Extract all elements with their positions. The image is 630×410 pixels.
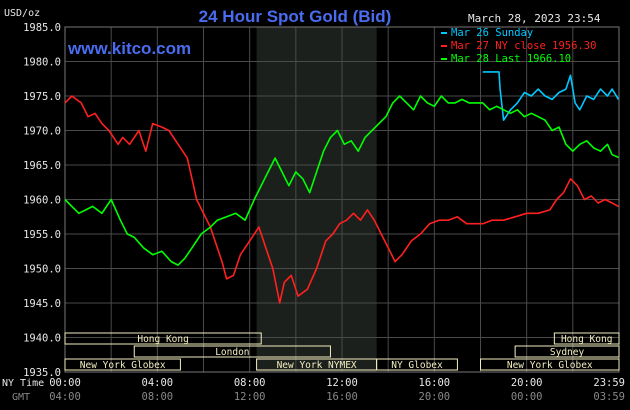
series-line-3 (64, 95, 619, 266)
session-bar: London (133, 345, 331, 358)
session-bar: NY Globex (376, 358, 458, 371)
x-tick-label-ny: 20:00 (511, 377, 543, 389)
session-bar-box (64, 358, 181, 371)
session-label: NY Globex (391, 360, 443, 371)
session-bar: Hong Kong (553, 332, 620, 345)
gmt-label: GMT (12, 392, 30, 403)
y-tick-label: 1970.0 (23, 126, 61, 138)
y-tick-label: 1980.0 (23, 57, 61, 69)
series-lines (64, 71, 620, 304)
series-line-2 (64, 95, 619, 304)
session-bar: Sydney (514, 345, 620, 358)
session-bar-box (480, 358, 620, 371)
x-tick-label-ny: 08:00 (234, 377, 266, 389)
series-line-1 (482, 71, 620, 121)
x-tick-label-ny: 00:00 (49, 377, 81, 389)
x-tick-label-ny: 23:59 (593, 377, 625, 389)
y-tick-label: 1960.0 (23, 195, 61, 207)
y-tick-label: 1975.0 (23, 91, 61, 103)
y-tick-label: 1950.0 (23, 264, 61, 276)
x-tick-label-gmt: 08:00 (142, 391, 174, 403)
chart-title: 24 Hour Spot Gold (Bid) (199, 7, 392, 26)
session-label: Hong Kong (561, 334, 612, 345)
legend-label: Mar 27 NY close 1956.30 (451, 40, 596, 52)
session-bar-box (376, 358, 458, 371)
session-label: New York Globex (507, 360, 593, 371)
ny-time-label: NY Time (2, 378, 44, 389)
legend-entry: Mar 27 NY close 1956.30 (441, 40, 596, 52)
x-tick-label-gmt: 03:59 (593, 391, 625, 403)
session-bar-box (514, 345, 620, 358)
session-label: London (215, 347, 249, 358)
x-tick-label-gmt: 16:00 (326, 391, 358, 403)
legend-entry: Mar 28 Last 1966.10 (441, 53, 571, 65)
legend-label: Mar 28 Last 1966.10 (451, 53, 571, 65)
session-bar: New York Globex (64, 358, 181, 371)
watermark: www.kitco.com (67, 39, 191, 58)
y-tick-label: 1935.0 (23, 367, 61, 379)
y-tick-label: 1945.0 (23, 298, 61, 310)
unit-label: USD/oz (4, 8, 40, 19)
session-bar-box (133, 345, 331, 358)
session-bars: Hong Kong Hong Kong London Sydney New York G… (64, 332, 620, 371)
y-tick-label: 1940.0 (23, 333, 61, 345)
x-tick-label-ny: 16:00 (419, 377, 451, 389)
session-label: Hong Kong (137, 334, 188, 345)
y-axis-ticks: 1935.0 1940.0 1945.0 1950.0 1955.0 1960.0 1965… (23, 22, 61, 379)
x-tick-label-gmt: 00:00 (511, 391, 543, 403)
session-label: New York Globex (80, 360, 166, 371)
session-bar-box (64, 332, 262, 345)
session-label: New York NYMEX (277, 360, 357, 371)
x-tick-label-gmt: 12:00 (234, 391, 266, 403)
x-tick-label-ny: 12:00 (326, 377, 358, 389)
x-tick-label-gmt: 20:00 (419, 391, 451, 403)
legend-label: Mar 26 Sunday (451, 27, 533, 39)
session-bar: New York Globex (480, 358, 620, 371)
y-tick-label: 1965.0 (23, 160, 61, 172)
y-tick-label: 1955.0 (23, 229, 61, 241)
session-bar: Hong Kong (64, 332, 262, 345)
x-axis-ticks: 00:00 04:00 04:00 08:00 08:00 12:00 12:00 16:00… (49, 377, 625, 403)
session-label: Sydney (550, 347, 585, 358)
x-tick-label-gmt: 04:00 (49, 391, 81, 403)
legend-entry: Mar 26 Sunday (441, 27, 533, 39)
y-tick-label: 1985.0 (23, 22, 61, 34)
session-bar-box (553, 332, 620, 345)
x-tick-label-ny: 04:00 (142, 377, 174, 389)
timestamp: March 28, 2023 23:54 (468, 12, 601, 25)
